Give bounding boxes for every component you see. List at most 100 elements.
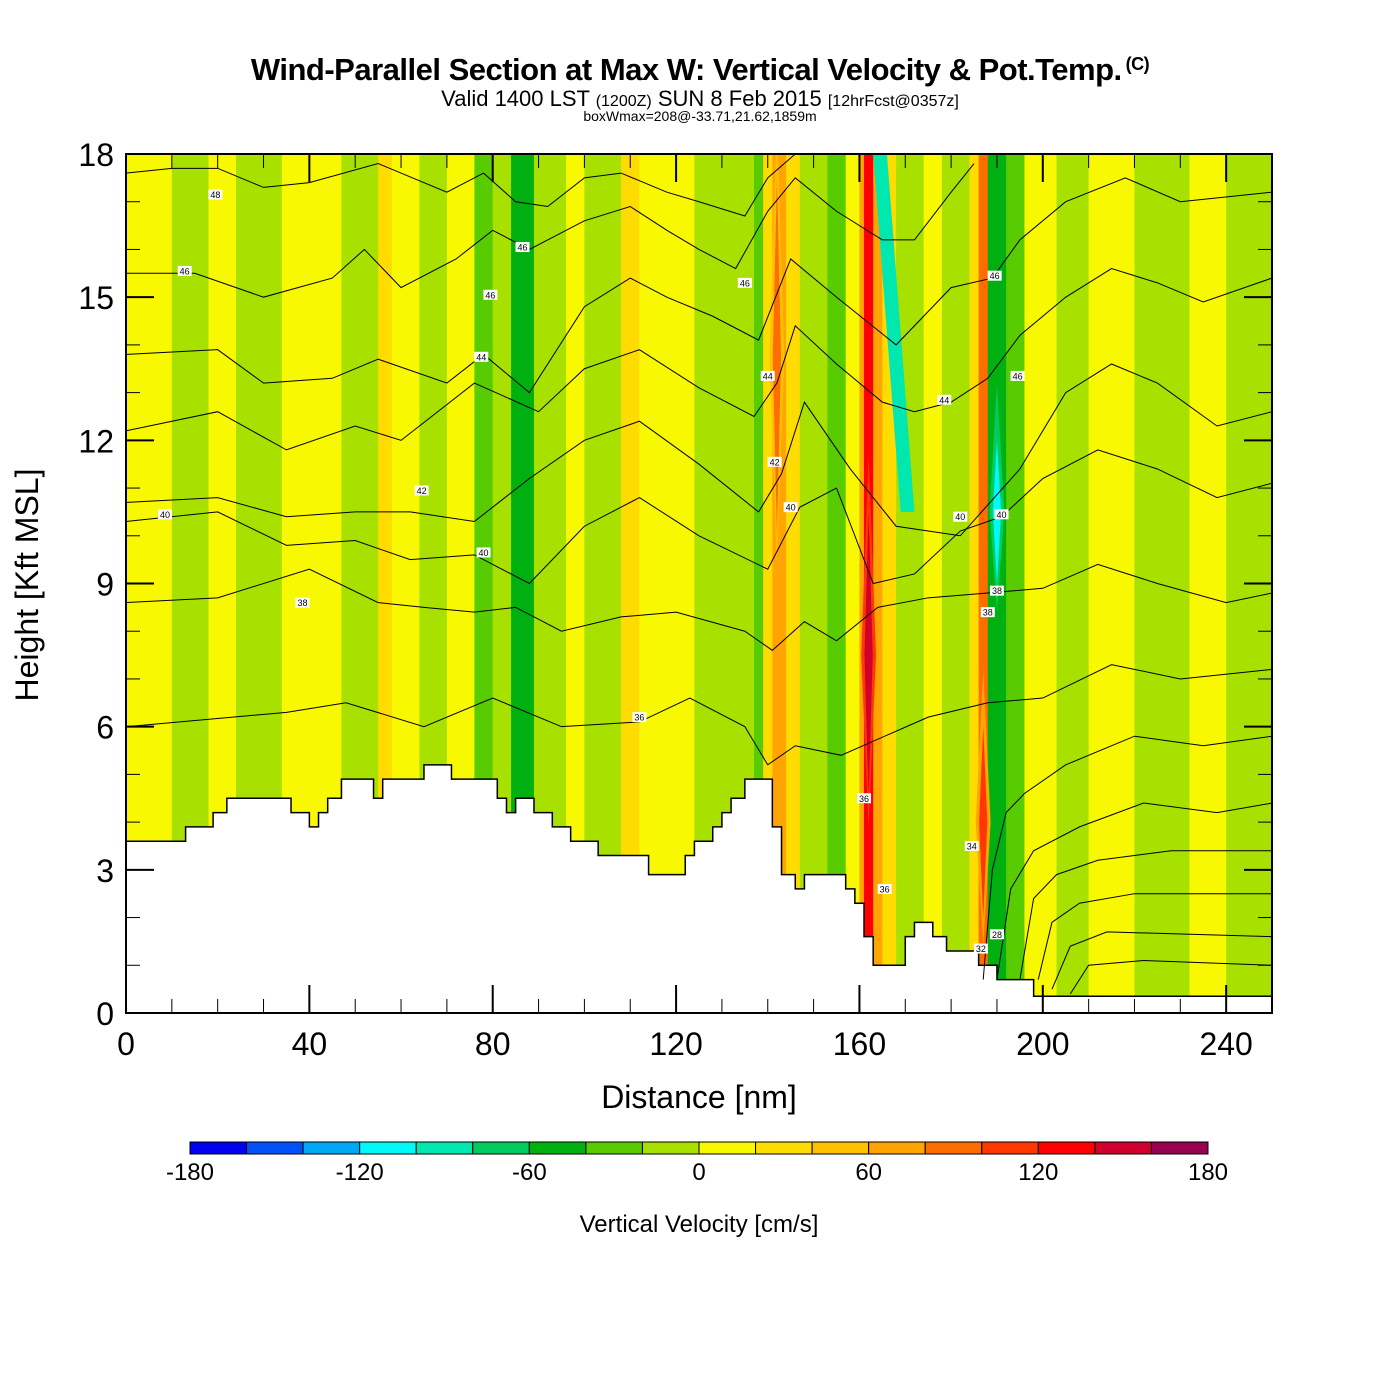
colorbar-bin bbox=[1150, 1141, 1209, 1155]
theta-contour bbox=[126, 267, 1272, 451]
colorbar-tick-label: -180 bbox=[166, 1159, 214, 1186]
contour-label-text: 34 bbox=[967, 841, 977, 851]
contour-label-text: 46 bbox=[485, 290, 495, 300]
contour-label: 46 bbox=[483, 289, 498, 300]
contour-label-bg bbox=[157, 509, 172, 520]
contour-label: 44 bbox=[760, 370, 775, 381]
chart-title-text: Wind-Parallel Section at Max W: Vertical… bbox=[250, 52, 1122, 87]
contour-label: 46 bbox=[515, 242, 530, 253]
theta-contour bbox=[982, 735, 1272, 980]
contour-label-text: 46 bbox=[180, 266, 190, 276]
contour-label-text: 42 bbox=[417, 486, 427, 496]
colorbar-tick-label: 60 bbox=[855, 1159, 882, 1186]
velocity-field bbox=[126, 154, 1272, 1013]
contour-label-text: 38 bbox=[983, 608, 993, 618]
theta-contour bbox=[126, 177, 1272, 394]
velocity-column bbox=[873, 154, 883, 1013]
contour-label-text: 32 bbox=[976, 944, 986, 954]
chart-subtitle: Valid 1400 LST (1200Z) SUN 8 Feb 2015 [1… bbox=[0, 86, 1400, 112]
theta-contour bbox=[126, 449, 1272, 585]
velocity-column bbox=[1006, 154, 1025, 1013]
contour-label: 40 bbox=[953, 511, 968, 522]
colorbar-bin bbox=[359, 1141, 417, 1155]
y-tick-label: 9 bbox=[96, 567, 114, 603]
x-tick-label: 160 bbox=[833, 1026, 886, 1062]
contour-label: 40 bbox=[783, 502, 798, 513]
theta-contour bbox=[126, 664, 1272, 766]
colorbar-bin bbox=[585, 1141, 643, 1155]
colorbar-bin bbox=[755, 1141, 813, 1155]
contour-label: 44 bbox=[937, 394, 952, 405]
y-tick-label: 0 bbox=[96, 996, 114, 1032]
contour-label-bg bbox=[474, 351, 489, 362]
colorbar: -180 -120 -60 0 60 120 180 bbox=[166, 1141, 1228, 1186]
velocity-column bbox=[845, 154, 860, 1013]
contour-label-bg bbox=[208, 189, 223, 200]
contour-label: 28 bbox=[989, 929, 1004, 940]
contour-label: 42 bbox=[767, 456, 782, 467]
contour-label: 38 bbox=[980, 607, 995, 618]
contour-label: 42 bbox=[414, 485, 429, 496]
contour-label: 46 bbox=[177, 265, 192, 276]
colorbar-bin bbox=[868, 1141, 926, 1155]
valid-date: SUN 8 Feb 2015 bbox=[657, 86, 822, 111]
theta-contour bbox=[1069, 960, 1272, 995]
contour-label-bg bbox=[414, 485, 429, 496]
colorbar-bin bbox=[1094, 1141, 1152, 1155]
velocity-column bbox=[1056, 154, 1090, 1013]
velocity-column bbox=[859, 154, 865, 1013]
colorbar-bin bbox=[528, 1141, 587, 1155]
velocity-column bbox=[763, 154, 773, 1013]
contour-label-bg bbox=[483, 289, 498, 300]
theta-contour bbox=[1051, 931, 1272, 990]
theta-contour bbox=[126, 163, 975, 298]
forecast-info: [12hrFcst@0357z] bbox=[827, 93, 959, 110]
velocity-column bbox=[969, 154, 980, 1013]
contour-label: 46 bbox=[987, 270, 1002, 281]
velocity-column bbox=[1134, 154, 1190, 1013]
theta-contours bbox=[126, 154, 1272, 995]
x-tick-label: 80 bbox=[475, 1026, 511, 1062]
colorbar-bin bbox=[415, 1141, 474, 1155]
y-tick-label: 15 bbox=[78, 280, 114, 316]
colorbar-title: Vertical Velocity [cm/s] bbox=[580, 1211, 819, 1238]
contour-label-bg bbox=[767, 456, 782, 467]
theta-contour bbox=[996, 802, 1272, 980]
contour-labels: 48 46 46 46 44 46 44 42 40 46 46 44 40 40 38 38 42 40 40 38… bbox=[157, 189, 1025, 954]
contour-label-text: 42 bbox=[770, 457, 780, 467]
contour-label-text: 36 bbox=[859, 794, 869, 804]
contour-label: 40 bbox=[157, 509, 172, 520]
contour-label-text: 38 bbox=[297, 598, 307, 608]
contour-label-text: 28 bbox=[992, 930, 1002, 940]
colorbar-bin bbox=[924, 1141, 983, 1155]
contour-label-text: 40 bbox=[997, 510, 1007, 520]
x-tick-label: 240 bbox=[1199, 1026, 1252, 1062]
contour-label-text: 36 bbox=[634, 713, 644, 723]
contour-label-bg bbox=[953, 511, 968, 522]
contour-label-bg bbox=[515, 242, 530, 253]
theta-contour bbox=[1019, 850, 1272, 980]
contour-label: 38 bbox=[989, 585, 1004, 596]
colorbar-bin bbox=[1037, 1141, 1096, 1155]
terrain-mask bbox=[126, 764, 1272, 1013]
contour-label-text: 40 bbox=[955, 512, 965, 522]
contour-label-bg bbox=[177, 265, 192, 276]
contour-label-text: 36 bbox=[880, 884, 890, 894]
x-tick-label: 120 bbox=[649, 1026, 702, 1062]
terrain-fill bbox=[126, 764, 1272, 1013]
contour-label-bg bbox=[980, 607, 995, 618]
contour-label-bg bbox=[295, 597, 310, 608]
x-tick-label: 40 bbox=[292, 1026, 328, 1062]
x-tick-label: 0 bbox=[117, 1026, 135, 1062]
contour-label: 40 bbox=[476, 547, 491, 558]
colorbar-tick-label: 180 bbox=[1188, 1159, 1228, 1186]
velocity-column bbox=[786, 154, 801, 1013]
contour-label-bg bbox=[857, 793, 872, 804]
contour-label-bg bbox=[989, 585, 1004, 596]
valid-time: Valid 1400 LST bbox=[441, 86, 590, 111]
velocity-core bbox=[873, 154, 915, 512]
colorbar-bin bbox=[302, 1141, 361, 1155]
contour-label-bg bbox=[737, 277, 752, 288]
